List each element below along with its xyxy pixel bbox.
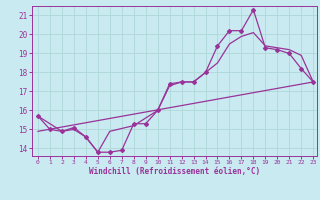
X-axis label: Windchill (Refroidissement éolien,°C): Windchill (Refroidissement éolien,°C) [89, 167, 260, 176]
